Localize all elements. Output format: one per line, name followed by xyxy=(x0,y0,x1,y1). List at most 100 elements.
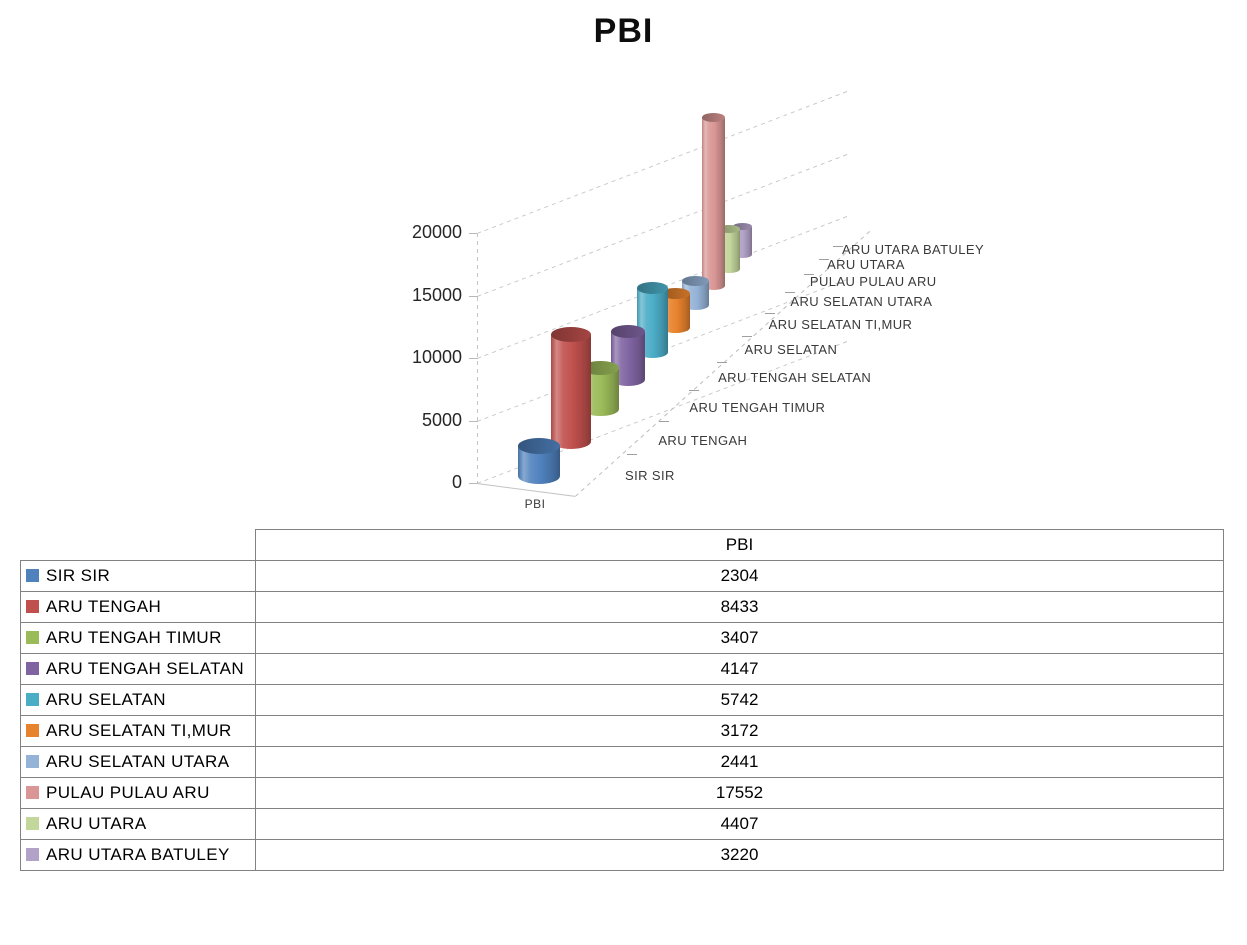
row-value-cell: 4407 xyxy=(255,807,1224,840)
table-row-aru-tengah-timur: ARU TENGAH TIMUR 3407 xyxy=(20,621,1224,654)
table-row-aru-tengah-selatan: ARU TENGAH SELATAN 4147 xyxy=(20,652,1224,685)
row-label-text: ARU TENGAH TIMUR xyxy=(46,627,222,647)
row-label-text: ARU SELATAN TI,MUR xyxy=(46,720,232,740)
cylinder-top xyxy=(610,324,645,338)
category-axis-tick xyxy=(688,390,699,392)
row-label-text: SIR SIR xyxy=(46,565,111,585)
cylinder-sir-sir xyxy=(518,437,560,484)
row-value-cell: 5742 xyxy=(255,683,1224,716)
category-axis-tick xyxy=(819,258,830,260)
cylinder-bottom xyxy=(733,250,752,258)
category-label-pulau-pulau-aru: PULAU PULAU ARU xyxy=(809,274,937,290)
value-axis-tick-label: 0 xyxy=(451,472,462,492)
legend-swatch-pulau-pulau-aru xyxy=(26,785,39,799)
row-value-cell: 17552 xyxy=(255,776,1224,809)
row-value-cell: 2304 xyxy=(255,559,1224,592)
category-axis-tick xyxy=(741,336,752,338)
category-axis-tick xyxy=(764,313,775,314)
legend-swatch-aru-utara xyxy=(26,816,39,830)
value-axis-tick xyxy=(469,483,478,484)
row-value-cell: 3172 xyxy=(255,714,1224,747)
row-value-cell: 8433 xyxy=(255,590,1224,623)
row-value-cell: 4147 xyxy=(255,652,1224,685)
cylinder-body xyxy=(551,334,591,442)
data-table-body: PBI SIR SIR 2304 ARU TENGAH 8433 ARU TENGAH … xyxy=(20,529,1224,871)
chart-title: PBI xyxy=(593,12,654,50)
table-row-aru-tengah: ARU TENGAH 8433 xyxy=(20,590,1224,623)
row-value-cell: 3407 xyxy=(255,621,1224,654)
table-row-aru-selatan-ti-mur: ARU SELATAN TI,MUR 3172 xyxy=(20,714,1224,747)
table-corner-blank-cell xyxy=(21,530,256,561)
row-label-cell: PULAU PULAU ARU xyxy=(20,776,256,809)
series-floor-label: PBI xyxy=(524,497,546,511)
row-label-text: ARU UTARA xyxy=(46,813,147,833)
category-axis-tick xyxy=(803,274,814,276)
row-label-cell: ARU UTARA BATULEY xyxy=(20,838,256,871)
value-axis-tick xyxy=(469,420,478,422)
row-label-text: ARU TENGAH SELATAN xyxy=(46,658,245,678)
cylinder-bottom xyxy=(660,321,690,333)
category-label-sir-sir: SIR SIR xyxy=(625,468,675,483)
category-label-aru-utara: ARU UTARA xyxy=(827,256,905,272)
cylinder-top xyxy=(551,326,591,342)
cylinder-top xyxy=(636,282,669,295)
row-label-text: ARU UTARA BATULEY xyxy=(46,844,230,864)
category-label-aru-selatan-ti-mur: ARU SELATAN TI,MUR xyxy=(768,317,913,332)
table-value-column-header: PBI xyxy=(255,529,1224,561)
category-label-aru-utara-batuley: ARU UTARA BATULEY xyxy=(841,241,985,257)
cylinder-bottom xyxy=(701,281,726,291)
table-row-pulau-pulau-aru: PULAU PULAU ARU 17552 xyxy=(20,776,1224,809)
legend-swatch-sir-sir xyxy=(26,568,39,582)
cylinder-top xyxy=(660,288,690,300)
data-table: PBI SIR SIR 2304 ARU TENGAH 8433 ARU TENGAH … xyxy=(20,529,1224,871)
category-label-aru-tengah-selatan: ARU TENGAH SELATAN xyxy=(718,369,872,385)
row-value-cell: 2441 xyxy=(255,745,1224,778)
category-axis-tick xyxy=(659,420,670,422)
chart-3d: 0 5000 10000 15000 20000 PBI SIR SIR ARU TENGAH… xyxy=(411,89,985,511)
cylinder-aru-tengah xyxy=(551,326,591,449)
value-axis-tick-label: 20000 xyxy=(411,222,462,242)
value-axis-tick xyxy=(469,233,478,234)
legend-swatch-aru-selatan xyxy=(26,692,39,706)
floor-front-edge xyxy=(476,483,576,497)
legend-swatch-aru-selatan-utara xyxy=(26,754,39,768)
row-label-cell: ARU TENGAH SELATAN xyxy=(20,652,256,685)
value-axis-tick-label: 5000 xyxy=(421,409,462,430)
row-label-text: ARU SELATAN UTARA xyxy=(46,751,230,771)
cylinder-body xyxy=(701,117,726,286)
table-row-aru-utara-batuley: ARU UTARA BATULEY 3220 xyxy=(20,838,1224,871)
row-label-cell: ARU SELATAN UTARA xyxy=(20,745,256,778)
cylinder-top xyxy=(701,113,726,123)
legend-swatch-aru-tengah-timur xyxy=(26,630,39,644)
category-axis-tick xyxy=(716,361,727,363)
table-row-aru-selatan-utara: ARU SELATAN UTARA 2441 xyxy=(20,745,1224,778)
row-label-text: ARU SELATAN xyxy=(46,689,166,709)
category-label-aru-selatan: ARU SELATAN xyxy=(744,342,838,358)
table-row-aru-utara: ARU UTARA 4407 xyxy=(20,807,1224,840)
value-axis-tick-label: 10000 xyxy=(411,347,462,367)
row-label-cell: ARU UTARA xyxy=(20,807,256,840)
cylinder-top xyxy=(581,360,619,375)
category-axis-tick xyxy=(627,454,637,455)
value-axis-tick xyxy=(469,295,478,297)
value-gridline xyxy=(477,89,851,234)
value-axis-tick xyxy=(469,358,478,359)
cylinder-bottom xyxy=(682,300,709,311)
table-row-sir-sir: SIR SIR 2304 xyxy=(20,559,1224,592)
table-row-aru-selatan: ARU SELATAN 5742 xyxy=(20,683,1224,716)
category-label-aru-tengah: ARU TENGAH xyxy=(658,432,748,448)
row-label-cell: ARU SELATAN xyxy=(20,683,256,716)
category-label-aru-selatan-utara: ARU SELATAN UTARA xyxy=(790,294,933,310)
cylinder-top xyxy=(682,275,709,286)
legend-swatch-aru-selatan-ti-mur xyxy=(26,723,39,737)
row-label-text: PULAU PULAU ARU xyxy=(46,782,210,802)
legend-swatch-aru-tengah-selatan xyxy=(26,661,39,675)
category-axis-tick xyxy=(785,292,796,294)
legend-swatch-aru-utara-batuley xyxy=(26,847,39,861)
cylinder-top xyxy=(518,437,560,454)
value-axis-line xyxy=(477,233,478,483)
cylinder-top xyxy=(733,223,752,231)
row-label-cell: SIR SIR xyxy=(20,559,256,592)
cylinder-aru-selatan xyxy=(636,282,669,359)
